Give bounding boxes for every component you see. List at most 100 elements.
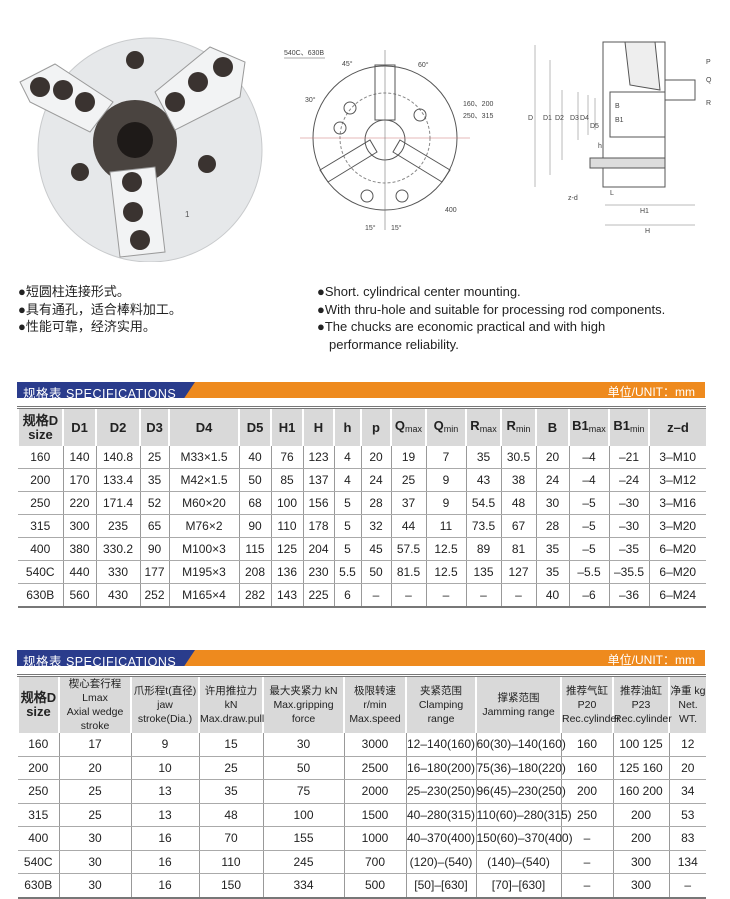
label-15deg-left: 15° bbox=[365, 224, 376, 232]
table-cell: 330 bbox=[96, 560, 141, 584]
table-cell: 160 200 bbox=[613, 779, 670, 804]
dim-h1: H1 bbox=[640, 208, 649, 215]
table-cell: [50]–[630] bbox=[406, 873, 477, 898]
table-cell: 25 bbox=[199, 756, 264, 780]
table-cell: (140)–(540) bbox=[476, 850, 562, 874]
dim-d3: D3 bbox=[570, 115, 579, 122]
features-english: ●Short. cylindrical center mounting. ●Wi… bbox=[317, 283, 665, 353]
table-cell: 35 bbox=[199, 779, 264, 804]
table-row: 250 220 171.4 52 M60×20 68 100 156 5 28 37 9 54.5 48 3… bbox=[18, 491, 706, 515]
column-header-main: D2 bbox=[109, 419, 127, 435]
table-cell: 170 bbox=[63, 468, 97, 492]
table-cell: 208 bbox=[239, 560, 272, 584]
table-cell: 70 bbox=[199, 826, 264, 851]
table-cell: 13 bbox=[131, 779, 200, 804]
table-cell: 48 bbox=[501, 491, 537, 515]
column-header: 撑紧范围 Jamming range bbox=[475, 675, 562, 733]
table-cell: 30.5 bbox=[501, 446, 537, 469]
table-cell: M100×3 bbox=[169, 537, 240, 561]
table-cell: 334 bbox=[263, 873, 345, 898]
table-cell: 37 bbox=[391, 491, 427, 515]
table-cell: 3–M20 bbox=[649, 514, 706, 538]
column-header: 楔心套行程Lmax Axial wedge stroke bbox=[58, 675, 132, 733]
dim-b: B bbox=[615, 103, 620, 110]
table-cell: 1000 bbox=[344, 826, 407, 851]
table-cell: 150 bbox=[199, 873, 264, 898]
column-header-main: Q bbox=[433, 418, 444, 433]
column-header-en: Clamping range bbox=[418, 699, 464, 725]
table-cell: 160 bbox=[561, 733, 614, 757]
column-header-main: Q bbox=[394, 418, 406, 433]
table-cell: – bbox=[466, 583, 502, 608]
table-cell: –35.5 bbox=[609, 560, 650, 584]
table-cell: 89 bbox=[466, 537, 502, 561]
table-cell: 60(30)–140(160) bbox=[476, 733, 566, 757]
table-cell: 143 bbox=[271, 583, 304, 608]
label-540c-630b: 540C、630B bbox=[284, 50, 324, 57]
table-cell: 24 bbox=[536, 468, 570, 492]
table-cell: 48 bbox=[199, 803, 264, 827]
dim-h-total: H bbox=[645, 228, 650, 235]
table-cell: 135 bbox=[466, 560, 502, 584]
table-cell: 16 bbox=[131, 873, 200, 898]
spec-table-performance: 规格D size 楔心套行程Lmax Axial wedge stroke 爪形程t(直… bbox=[17, 674, 706, 899]
table-cell: 20 bbox=[361, 446, 392, 469]
table-cell: –35 bbox=[609, 537, 650, 561]
table-cell: 35 bbox=[536, 537, 570, 561]
column-header-main: 规格D bbox=[22, 412, 59, 428]
column-header: D3 bbox=[139, 407, 170, 446]
table-cell: –5 bbox=[569, 514, 610, 538]
column-header: h bbox=[333, 407, 362, 446]
table-cell: 12–140(160) bbox=[406, 733, 477, 757]
table-cell: –24 bbox=[609, 468, 650, 492]
table-cell: –21 bbox=[609, 446, 650, 469]
table-cell: 160 bbox=[18, 733, 60, 757]
column-header-en: Max.speed bbox=[349, 713, 401, 725]
table-cell: 380 bbox=[63, 537, 97, 561]
features-chinese: ●短圆柱连接形式。 ●具有通孔，适合棒料加工。 ●性能可靠，经济实用。 bbox=[18, 283, 182, 336]
table-cell: 75 bbox=[263, 779, 345, 804]
table-cell: 44 bbox=[391, 514, 427, 538]
column-header-main: R bbox=[470, 418, 480, 433]
column-header-sub: max bbox=[479, 424, 497, 434]
label-30deg: 30° bbox=[305, 96, 316, 104]
table-cell: 6 bbox=[334, 583, 362, 608]
table-cell: 40 bbox=[536, 583, 570, 608]
table-cell: 3–M12 bbox=[649, 468, 706, 492]
table-cell: 7 bbox=[426, 446, 467, 469]
table-cell: 136 bbox=[271, 560, 304, 584]
column-header-main: H1 bbox=[278, 419, 296, 435]
column-header-main: D5 bbox=[246, 419, 264, 435]
table-cell: 54.5 bbox=[466, 491, 502, 515]
table-cell: 25 bbox=[59, 779, 132, 804]
table-cell: 30 bbox=[59, 850, 132, 874]
table-cell: 2500 bbox=[344, 756, 407, 780]
table-row: 540C 440 330 177 M195×3 208 136 230 5.5 50 81.5 12.… bbox=[18, 560, 706, 584]
table-cell: 40–370(400) bbox=[406, 826, 477, 851]
feature-en-1: ●Short. cylindrical center mounting. bbox=[317, 284, 521, 299]
table-cell: – bbox=[561, 873, 614, 898]
column-header-sub: min bbox=[443, 424, 459, 434]
dim-b1: B1 bbox=[615, 117, 624, 124]
spec-bar-2: 规格表 SPECIFICATIONS 单位/UNIT：mm bbox=[17, 650, 705, 669]
table-cell: 38 bbox=[501, 468, 537, 492]
table-cell: –5 bbox=[569, 491, 610, 515]
table-cell: 52 bbox=[140, 491, 170, 515]
label-60deg: 60° bbox=[418, 61, 429, 69]
table-cell: 83 bbox=[669, 826, 706, 851]
column-header-cn: 推荐气缸P20 bbox=[566, 685, 608, 711]
table-cell: 6–M24 bbox=[649, 583, 706, 608]
table-cell: 30 bbox=[263, 733, 345, 757]
table-cell: 156 bbox=[303, 491, 335, 515]
table-cell: –5.5 bbox=[569, 560, 610, 584]
table-row: 400 30 16 70 155 1000 40–370(400) 150(60)–370(4… bbox=[18, 826, 706, 851]
table-cell: 45 bbox=[361, 537, 392, 561]
spec-bar-1: 规格表 SPECIFICATIONS 单位/UNIT：mm bbox=[17, 382, 705, 401]
table-cell: 6–M20 bbox=[649, 560, 706, 584]
table-cell: 200 bbox=[613, 803, 670, 827]
dim-d1: D1 bbox=[543, 115, 552, 122]
table-cell: 125 bbox=[271, 537, 304, 561]
column-header-en: Max.draw.pull bbox=[200, 713, 265, 725]
table-cell: 50 bbox=[263, 756, 345, 780]
column-header: 推荐油缸P23 Rec.cylinder bbox=[612, 675, 672, 733]
